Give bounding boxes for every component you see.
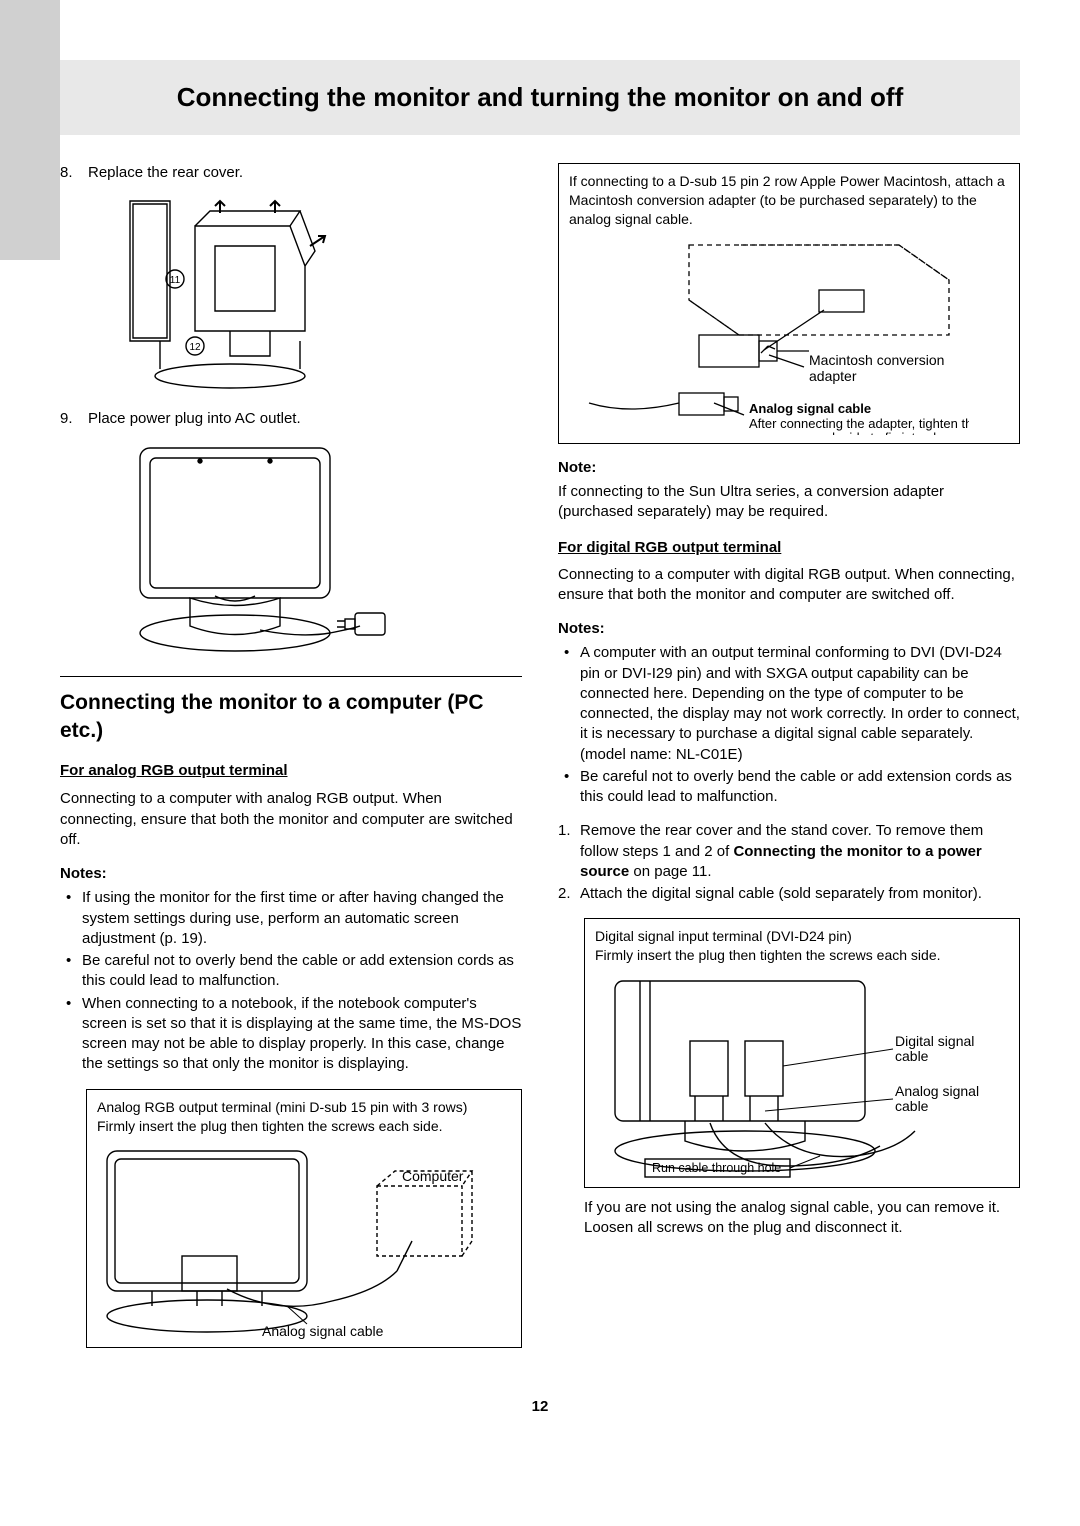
svg-text:12: 12 <box>189 342 201 353</box>
list-item: Be careful not to overly bend the cable … <box>60 951 522 992</box>
fig-caption: Analog RGB output terminal (mini D-sub 1… <box>97 1098 511 1136</box>
left-column: 8. Replace the rear cover. <box>60 163 522 1358</box>
label-computer: Computer <box>402 1168 464 1184</box>
figure-digital-connection: Digital signal input terminal (DVI-D24 p… <box>584 918 1020 1188</box>
section-heading: Connecting the monitor to a computer (PC… <box>60 689 522 746</box>
analog-heading: For analog RGB output terminal <box>60 761 522 781</box>
step-text: Remove the rear cover and the stand cove… <box>580 822 983 880</box>
after-fig-text: If you are not using the analog signal c… <box>584 1198 1020 1239</box>
sun-note: If connecting to the Sun Ultra series, a… <box>558 482 1020 523</box>
step-text: Attach the digital signal cable (sold se… <box>580 885 982 902</box>
digital-steps: 1. Remove the rear cover and the stand c… <box>558 821 1020 904</box>
svg-text:11: 11 <box>170 275 181 286</box>
right-column: If connecting to a D-sub 15 pin 2 row Ap… <box>558 163 1020 1358</box>
list-item: If using the monitor for the first time … <box>60 888 522 949</box>
digital-notes-list: A computer with an output terminal confo… <box>558 643 1020 807</box>
left-margin-bar <box>0 0 60 260</box>
figure-rear-cover: 11 12 <box>100 191 522 391</box>
svg-text:Macintosh conversion: Macintosh conversion <box>809 352 944 368</box>
svg-text:adapter: adapter <box>809 368 857 384</box>
fig-caption: Digital signal input terminal (DVI-D24 p… <box>595 927 1009 965</box>
svg-text:Analog signal cable: Analog signal cable <box>749 401 871 416</box>
notes-label: Notes: <box>558 619 1020 639</box>
svg-text:Analog signal: Analog signal <box>895 1083 979 1099</box>
title-banner: Connecting the monitor and turning the m… <box>60 60 1020 135</box>
step-num: 8. <box>60 163 88 183</box>
analog-intro: Connecting to a computer with analog RGB… <box>60 789 522 850</box>
analog-notes-list: If using the monitor for the first time … <box>60 888 522 1074</box>
note-label: Note: <box>558 458 1020 478</box>
step-text: Place power plug into AC outlet. <box>88 409 301 429</box>
list-item: When connecting to a notebook, if the no… <box>60 994 522 1075</box>
svg-text:After connecting the adapter,: After connecting the adapter, tighten th… <box>749 416 969 431</box>
step-text: Replace the rear cover. <box>88 163 243 183</box>
notes-label: Notes: <box>60 864 522 884</box>
divider <box>60 676 522 677</box>
svg-text:screws on each side to fix int: screws on each side to fix into place <box>749 430 957 435</box>
svg-text:cable: cable <box>895 1098 929 1114</box>
page-number: 12 <box>60 1398 1020 1415</box>
label-analog-cable: Analog signal cable <box>262 1323 384 1339</box>
list-item: 2. Attach the digital signal cable (sold… <box>558 884 1020 904</box>
list-item: Be careful not to overly bend the cable … <box>558 767 1020 808</box>
svg-text:Digital signal: Digital signal <box>895 1033 974 1049</box>
step-9: 9. Place power plug into AC outlet. <box>60 409 522 429</box>
figure-analog-connection: Analog RGB output terminal (mini D-sub 1… <box>86 1089 522 1349</box>
figure-power-plug <box>100 438 522 658</box>
page-title: Connecting the monitor and turning the m… <box>70 82 1010 113</box>
step-8: 8. Replace the rear cover. <box>60 163 522 183</box>
svg-text:cable: cable <box>895 1048 929 1064</box>
list-item: A computer with an output terminal confo… <box>558 643 1020 765</box>
mac-box-text: If connecting to a D-sub 15 pin 2 row Ap… <box>569 172 1009 229</box>
svg-text:Run cable through hole: Run cable through hole <box>652 1161 781 1175</box>
list-item: 1. Remove the rear cover and the stand c… <box>558 821 1020 882</box>
mac-adapter-box: If connecting to a D-sub 15 pin 2 row Ap… <box>558 163 1020 444</box>
digital-heading: For digital RGB output terminal <box>558 538 1020 558</box>
step-num: 9. <box>60 409 88 429</box>
digital-intro: Connecting to a computer with digital RG… <box>558 565 1020 606</box>
